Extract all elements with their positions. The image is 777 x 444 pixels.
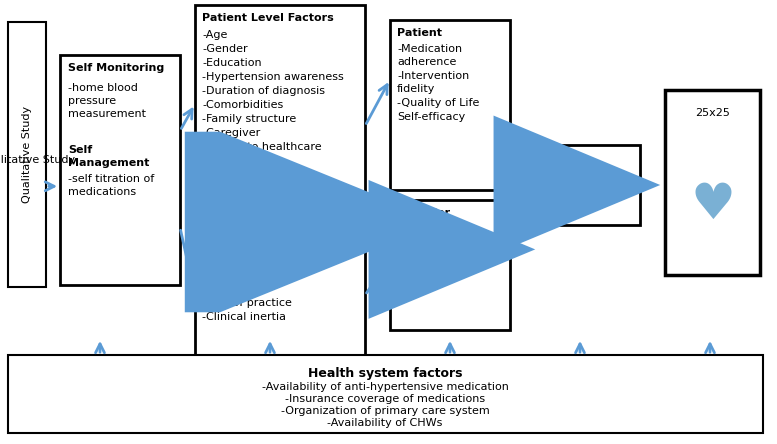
Text: Self-efficacy: Self-efficacy [397, 112, 465, 122]
Text: Self Monitoring: Self Monitoring [68, 63, 164, 73]
Text: Provider Level Factors: Provider Level Factors [202, 238, 342, 248]
Text: fidelity: fidelity [397, 84, 435, 94]
Text: -Insurance coverage of medications: -Insurance coverage of medications [285, 394, 485, 404]
Bar [390, 20, 510, 190]
Text: Patient Level Factors: Patient Level Factors [202, 13, 334, 23]
Text: adherence: adherence [397, 57, 456, 67]
Bar [8, 355, 763, 433]
Text: -Medication: -Medication [397, 44, 462, 54]
Text: Qualitative Study: Qualitative Study [0, 155, 75, 165]
Text: -Gender: -Gender [202, 44, 248, 54]
Bar [665, 90, 760, 275]
Text: -home blood: -home blood [68, 83, 138, 93]
Text: Health system factors: Health system factors [308, 367, 462, 380]
Text: Patient: Patient [397, 28, 442, 38]
Text: ♥: ♥ [690, 181, 735, 229]
Text: -Comorbidities: -Comorbidities [202, 100, 284, 110]
Text: -Access to healthcare: -Access to healthcare [202, 142, 322, 152]
Bar [195, 230, 365, 375]
Text: -Age: -Age [202, 30, 228, 40]
Text: Blood
Pressure: Blood Pressure [566, 185, 614, 206]
Text: -Medication: -Medication [397, 224, 462, 234]
Text: -Education: -Education [202, 58, 262, 68]
Text: -Organization of primary care system: -Organization of primary care system [280, 406, 490, 416]
Text: -Location: -Location [202, 284, 253, 294]
Bar [8, 22, 46, 287]
Text: -Availability of anti-hypertensive medication: -Availability of anti-hypertensive medic… [262, 382, 508, 392]
Text: -self titration of: -self titration of [68, 174, 155, 184]
Text: Management: Management [68, 158, 149, 168]
Text: medications: medications [68, 187, 136, 197]
Text: -Intervention: -Intervention [397, 71, 469, 81]
Bar [195, 5, 365, 225]
Text: -Intervention: -Intervention [397, 251, 469, 261]
Text: -Duration of diagnosis: -Duration of diagnosis [202, 86, 325, 96]
Text: -Caregiver: -Caregiver [202, 128, 260, 138]
Text: Qualitative Study: Qualitative Study [22, 106, 32, 203]
Text: pressure: pressure [68, 96, 116, 106]
Text: Self: Self [68, 145, 92, 155]
Text: Provider: Provider [397, 208, 450, 218]
Text: -Size of practice: -Size of practice [202, 298, 292, 308]
Text: -Practice type: -Practice type [202, 270, 279, 280]
Bar [390, 200, 510, 330]
Text: 25x25: 25x25 [695, 108, 730, 118]
Text: fidelity: fidelity [397, 264, 435, 274]
Text: -Age: -Age [202, 256, 228, 266]
Text: -Quality of Life: -Quality of Life [397, 98, 479, 108]
Text: -Hypertension awareness: -Hypertension awareness [202, 72, 343, 82]
Text: -Clinical inertia: -Clinical inertia [202, 312, 286, 322]
Bar [60, 55, 180, 285]
Text: titration: titration [397, 237, 442, 247]
Bar [540, 145, 640, 225]
Text: measurement: measurement [68, 109, 146, 119]
Text: -Family structure: -Family structure [202, 114, 296, 124]
Text: -Availability of CHWs: -Availability of CHWs [327, 418, 443, 428]
